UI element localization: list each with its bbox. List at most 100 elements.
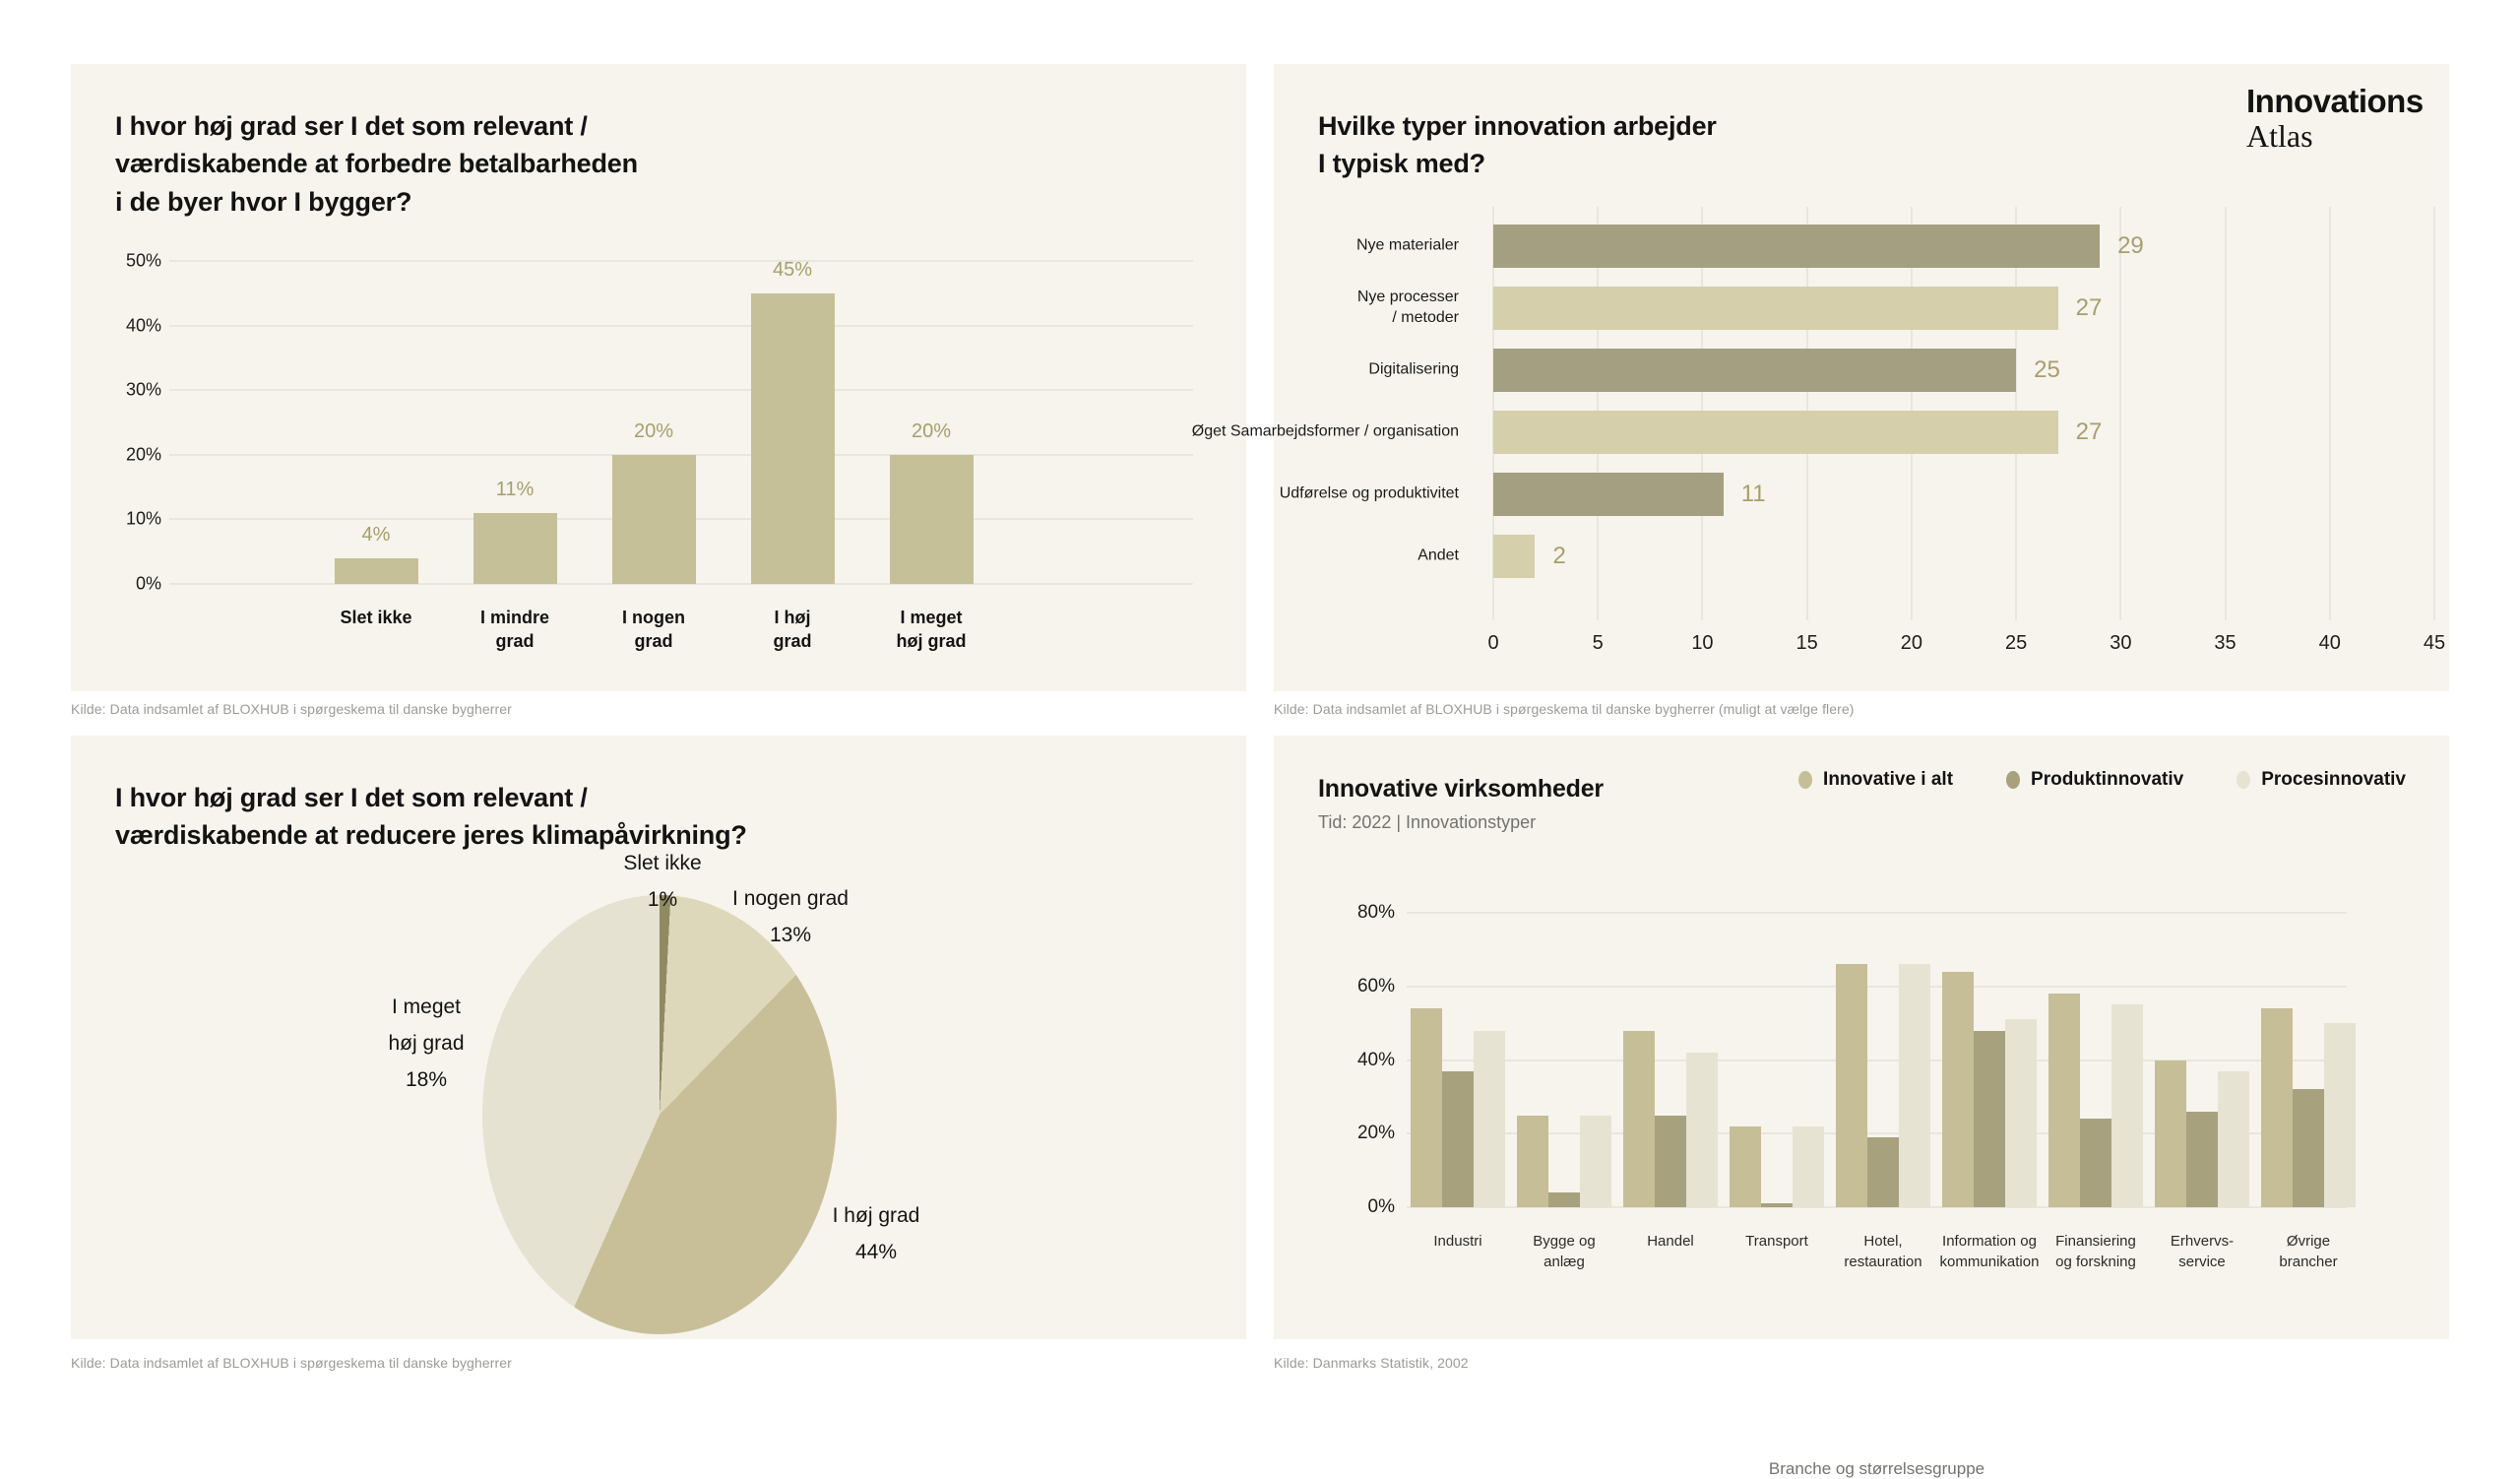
legend-dot-icon [2006, 771, 2021, 789]
bar [1686, 1053, 1718, 1207]
x-category-label: Hotel, restauration [1844, 1233, 1922, 1270]
x-category-label: I mindre grad [479, 608, 549, 652]
bar [2218, 1070, 2249, 1207]
x-category-label: Finansiering og forskning [2055, 1233, 2136, 1270]
bar [1942, 971, 1974, 1207]
bar [1493, 473, 1724, 516]
x-category-label: Bygge og anlæg [1533, 1233, 1596, 1270]
chart-title-innovationstyper: Hvilke typer innovation arbejder I typis… [1318, 111, 1717, 179]
bar-value-label: 20% [633, 419, 674, 442]
pie-slice-label: I meget høj grad 18% [388, 996, 465, 1091]
pie-slice-label: Slet ikke 1% [623, 852, 702, 911]
bar [1474, 1030, 1505, 1207]
legend: Innovative i alt Produktinnovativ Procesin… [1798, 769, 2406, 791]
bar [2048, 994, 2080, 1207]
panel-innovationstyper: Hvilke typer innovation arbejder I typis… [1192, 64, 2449, 691]
bar [1730, 1125, 1761, 1207]
bar [889, 454, 974, 584]
legend-dot-icon [2236, 771, 2251, 789]
legend-label: Procesinnovativ [2261, 769, 2406, 790]
bar [2080, 1119, 2111, 1207]
chart-title-innovative-virksomheder: Innovative virksomheder [1318, 775, 1604, 803]
chart-subtitle: Tid: 2022 | Innovationstyper [1318, 812, 1537, 832]
panel-betalbarhed: I hvor høj grad ser I det som relevant /… [71, 64, 1246, 691]
x-category-label: Erhvervs- service [2170, 1233, 2235, 1270]
grouped-bar-chart: 0% 20% 40% 60% 80% Industri Bygge og anlæg Hand… [1357, 902, 2356, 1270]
bar [611, 454, 696, 584]
y-tick-label: 40% [125, 315, 161, 336]
bar [1793, 1125, 1824, 1207]
x-category-label: Information og kommunikation [1939, 1233, 2040, 1270]
gridline [1407, 1206, 2347, 1208]
bar [1974, 1030, 2005, 1207]
pie-slice-label: I høj grad 44% [832, 1204, 920, 1263]
panel-innovative-virksomheder: Innovative virksomheder Tid: 2022 | Inno… [1274, 736, 2449, 1478]
y-tick-label: 0% [1367, 1196, 1395, 1217]
y-tick-label: 30% [125, 379, 161, 400]
legend-item: Innovative i alt [1798, 769, 1953, 791]
bar [334, 557, 418, 584]
logo-line2: Atlas [2246, 117, 2313, 154]
y-category-label: Nye materialer [1355, 236, 1459, 254]
y-category-label: Udførelse og produktivitet [1279, 484, 1459, 502]
x-category-label: I meget høj grad [896, 608, 967, 652]
gridline [2119, 207, 2122, 620]
x-axis-label: Branche og størrelsesgruppe [1768, 1459, 1985, 1478]
bar-value-label: 2 [1552, 543, 1566, 569]
gridline [169, 389, 1193, 392]
bar-chart-betalbarhed: 0% 10% 20% 30% 40% 50% 4% Slet ikke 11% I mindre … [126, 251, 1193, 651]
bar [1836, 964, 1867, 1207]
bar [2293, 1089, 2324, 1207]
bar [1623, 1030, 1655, 1207]
y-category-label: Digitalisering [1368, 360, 1459, 378]
x-tick-label: 45 [2423, 632, 2446, 654]
y-tick-label: 0% [135, 573, 161, 594]
bar-value-label: 29 [2117, 232, 2144, 259]
gridline [169, 324, 1193, 327]
gridline [1407, 1059, 2347, 1061]
bar-value-label: 4% [361, 523, 391, 546]
x-tick-label: 35 [2214, 632, 2236, 654]
gridline [1407, 912, 2347, 914]
bar [1899, 964, 1930, 1207]
x-tick-label: 40 [2318, 632, 2341, 654]
x-tick-label: 15 [1796, 632, 1818, 654]
bar [2111, 1004, 2143, 1207]
gridline [1407, 1132, 2347, 1135]
bar [1411, 1008, 1442, 1207]
x-tick-label: 10 [1691, 632, 1714, 654]
gridline [2224, 207, 2227, 620]
x-category-label: Øvrige brancher [2279, 1233, 2338, 1270]
x-tick-label: 25 [2004, 632, 2028, 654]
y-category-label: Andet [1418, 547, 1459, 564]
legend-label: Produktinnovativ [2031, 769, 2184, 790]
x-category-label: I nogen grad [622, 608, 685, 652]
x-tick-label: 20 [1900, 632, 1922, 654]
x-tick-label: 0 [1487, 632, 1499, 654]
bar [472, 512, 557, 584]
gridline [169, 583, 1193, 585]
bar [1493, 535, 1536, 578]
legend-item: Procesinnovativ [2236, 769, 2406, 791]
gridline [1407, 985, 2347, 988]
innovations-atlas-logo: Innovations Atlas [2246, 84, 2424, 153]
y-tick-label: 20% [1356, 1123, 1395, 1144]
bar-value-label: 25 [2034, 356, 2060, 383]
source-innovationstyper: Kilde: Data indsamlet af BLOXHUB i spørg… [1274, 701, 1855, 717]
bar [2005, 1019, 2037, 1207]
chart-title-betalbarhed: I hvor høj grad ser I det som relevant /… [115, 111, 638, 217]
x-category-label: Handel [1647, 1233, 1694, 1250]
bar [750, 292, 835, 584]
source-klimapaavirkning: Kilde: Data indsamlet af BLOXHUB i spørg… [71, 1355, 512, 1371]
y-category-label: Øget Samarbejdsformer / organisation [1191, 422, 1459, 440]
bar [2186, 1111, 2218, 1207]
bar-value-label: 45% [772, 258, 813, 281]
legend-dot-icon [1798, 771, 1813, 789]
bar [2261, 1008, 2293, 1207]
x-category-label: Industri [1433, 1233, 1482, 1250]
source-betalbarhed: Kilde: Data indsamlet af BLOXHUB i spørg… [71, 701, 512, 717]
y-tick-label: 20% [125, 444, 161, 465]
bar-value-label: 11% [495, 478, 535, 500]
gridline [169, 453, 1193, 456]
bar [1442, 1070, 1474, 1207]
